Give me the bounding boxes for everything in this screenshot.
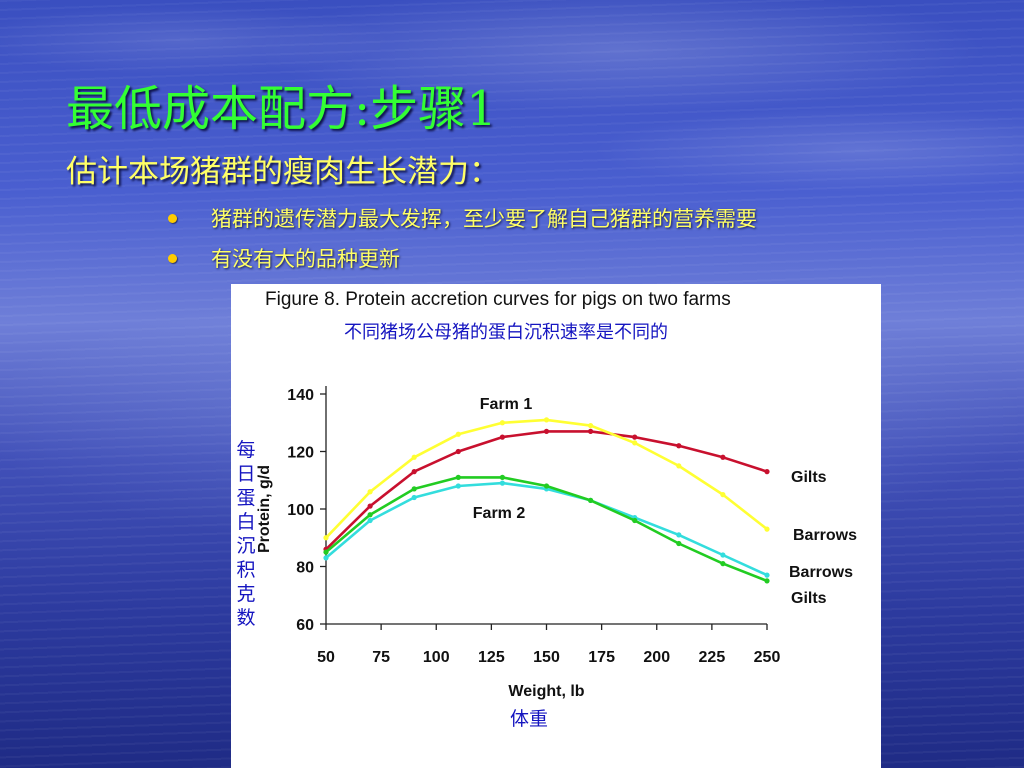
x-tick-label: 125 <box>478 649 505 666</box>
bullet-text: 猪群的遗传潜力最大发挥，至少要了解自己猪群的营养需要 <box>211 207 757 231</box>
data-point <box>499 474 505 480</box>
data-point <box>411 469 417 475</box>
data-point <box>455 483 461 489</box>
series-line-farm-2-barrows <box>325 481 768 577</box>
data-point <box>323 555 329 561</box>
data-point <box>411 454 417 460</box>
y-tick-label: 80 <box>296 560 314 577</box>
data-point <box>543 483 550 489</box>
data-point <box>367 489 373 495</box>
data-point <box>499 420 505 426</box>
data-point <box>499 434 505 440</box>
data-point <box>543 417 550 423</box>
data-point <box>632 440 638 446</box>
data-point <box>632 434 638 440</box>
data-point <box>411 494 417 501</box>
data-point <box>720 492 726 498</box>
bullet-dot-icon <box>168 253 177 263</box>
data-point <box>455 474 461 480</box>
series-line-farm-2-gilts <box>325 476 768 583</box>
y-axis-label-zh: 每日蛋白沉积克数 <box>236 439 256 629</box>
y-tick-label: 60 <box>296 617 314 634</box>
data-point <box>676 532 682 538</box>
slide-title: 最低成本配方:步骤1 <box>66 81 497 137</box>
series-line-farm-1-barrows <box>325 418 768 539</box>
data-point <box>323 535 329 541</box>
data-point <box>676 443 682 449</box>
x-tick-label: 150 <box>533 649 560 666</box>
data-point <box>367 512 373 518</box>
data-point <box>764 572 770 578</box>
data-point <box>588 497 594 503</box>
data-point <box>367 517 373 524</box>
protein-accretion-chart: 60 80 100 120 140 50 75 100 125 150 175 200 225 250 Pr… <box>256 386 857 700</box>
data-point <box>411 486 417 492</box>
x-tick-label: 250 <box>754 649 781 666</box>
data-point <box>676 540 682 547</box>
data-point <box>676 463 682 469</box>
data-point <box>720 561 726 567</box>
data-point <box>720 454 726 460</box>
series-label: Barrows <box>793 527 857 544</box>
y-tick-label: 100 <box>287 502 314 519</box>
bullet-text: 有没有大的品种更新 <box>211 247 400 271</box>
bullet-dot-icon <box>168 213 177 223</box>
x-tick-label: 175 <box>588 649 615 666</box>
x-axis-label-zh: 体重 <box>510 708 549 730</box>
x-tick-label: 225 <box>699 649 726 666</box>
series-label: Gilts <box>791 469 827 486</box>
data-point <box>764 469 770 475</box>
x-tick-label: 200 <box>643 649 670 666</box>
figure-subtitle-zh: 不同猪场公母猪的蛋白沉积速率是不同的 <box>344 322 668 343</box>
data-point <box>455 448 461 455</box>
farm-annotation: Farm 1 <box>480 396 533 413</box>
bullet-item: 有没有大的品种更新 <box>168 238 757 278</box>
slide-subtitle: 估计本场猪群的瘦肉生长潜力： <box>66 154 500 190</box>
data-point <box>720 552 726 558</box>
y-axis-label: Protein, g/d <box>256 465 273 553</box>
series-label: Barrows <box>789 564 853 581</box>
x-tick-label: 100 <box>423 649 450 666</box>
y-tick-label: 140 <box>287 387 314 404</box>
figure-title: Figure 8. Protein accretion curves for p… <box>265 289 731 310</box>
data-point <box>764 578 770 584</box>
data-point <box>367 503 373 509</box>
series-label: Gilts <box>791 590 827 607</box>
farm-annotation: Farm 2 <box>473 505 526 522</box>
x-tick-label: 50 <box>317 649 335 666</box>
data-point <box>543 428 550 434</box>
data-point <box>588 428 594 434</box>
data-point <box>499 480 505 486</box>
bullet-item: 猪群的遗传潜力最大发挥，至少要了解自己猪群的营养需要 <box>168 198 757 238</box>
data-point <box>455 431 461 437</box>
data-point <box>588 423 594 429</box>
bullet-list: 猪群的遗传潜力最大发挥，至少要了解自己猪群的营养需要 有没有大的品种更新 <box>168 198 757 278</box>
figure-panel: Figure 8. Protein accretion curves for p… <box>231 284 881 768</box>
y-tick-label: 120 <box>287 445 314 462</box>
x-axis-label: Weight, lb <box>508 683 584 700</box>
data-point <box>632 517 638 524</box>
data-point <box>764 526 770 532</box>
x-tick-label: 75 <box>372 649 390 666</box>
data-point <box>323 549 329 555</box>
